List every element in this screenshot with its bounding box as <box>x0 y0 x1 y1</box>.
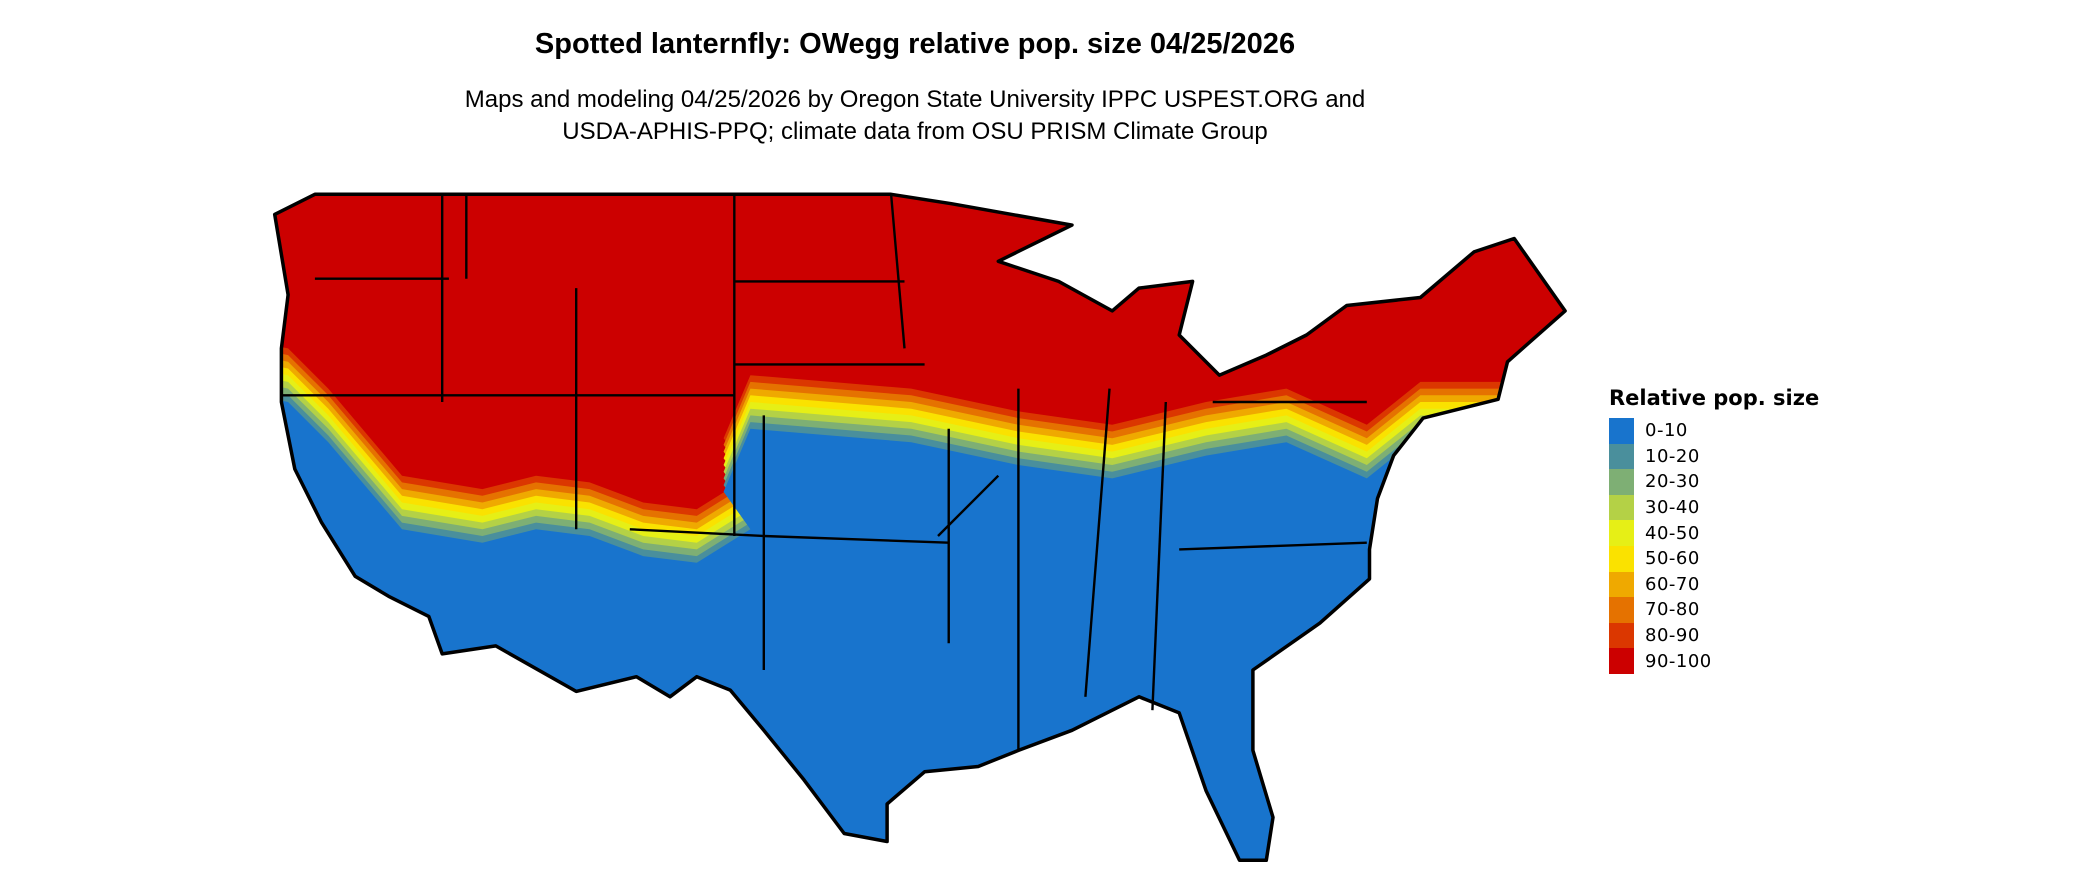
legend-item: 0-10 <box>1609 418 1819 444</box>
legend-title: Relative pop. size <box>1609 386 1820 410</box>
legend: Relative pop. size 0-10 10-20 20-30 30-40 40… <box>1609 386 1819 674</box>
legend-swatch <box>1609 418 1634 444</box>
state-border <box>629 528 764 538</box>
state-border <box>763 534 949 544</box>
legend-label: 0-10 <box>1645 420 1688 442</box>
state-borders <box>281 194 1367 751</box>
us-outline <box>272 192 1567 863</box>
state-border <box>1151 401 1167 711</box>
legend-item: 60-70 <box>1609 571 1819 598</box>
legend-swatch <box>1609 545 1634 572</box>
legend-item: 20-30 <box>1609 469 1819 495</box>
legend-label: 60-70 <box>1645 573 1700 595</box>
map-subtitle-line-1: Maps and modeling 04/25/2026 by Oregon S… <box>464 86 1366 113</box>
legend-item: 50-60 <box>1609 545 1819 572</box>
state-border <box>1179 541 1367 551</box>
map-title: Spotted lanternfly: OWegg relative pop. … <box>534 28 1296 60</box>
legend-label: 70-80 <box>1645 599 1700 621</box>
legend-swatch <box>1609 520 1634 546</box>
legend-swatch <box>1609 597 1634 623</box>
map-subtitle-line-2: USDA-APHIS-PPQ; climate data from OSU PR… <box>562 118 1268 145</box>
legend-item: 40-50 <box>1609 520 1819 546</box>
legend-swatch <box>1609 648 1634 674</box>
legend-swatch <box>1609 494 1634 521</box>
legend-item: 70-80 <box>1609 597 1819 623</box>
legend-swatch <box>1609 622 1634 649</box>
legend-swatch <box>1609 469 1634 495</box>
legend-item: 90-100 <box>1609 648 1819 674</box>
state-border <box>1084 388 1111 697</box>
legend-label: 40-50 <box>1645 522 1700 544</box>
legend-label: 50-60 <box>1645 548 1700 570</box>
legend-label: 20-30 <box>1645 471 1700 493</box>
legend-item: 10-20 <box>1609 443 1819 470</box>
state-border <box>889 194 906 349</box>
legend-label: 30-40 <box>1645 497 1700 519</box>
legend-item: 30-40 <box>1609 494 1819 521</box>
legend-swatch <box>1609 443 1634 470</box>
legend-label: 90-100 <box>1645 650 1712 672</box>
legend-swatch <box>1609 571 1634 598</box>
legend-label: 10-20 <box>1645 445 1700 467</box>
state-border <box>937 474 1000 537</box>
legend-item: 80-90 <box>1609 622 1819 649</box>
legend-label: 80-90 <box>1645 625 1700 647</box>
